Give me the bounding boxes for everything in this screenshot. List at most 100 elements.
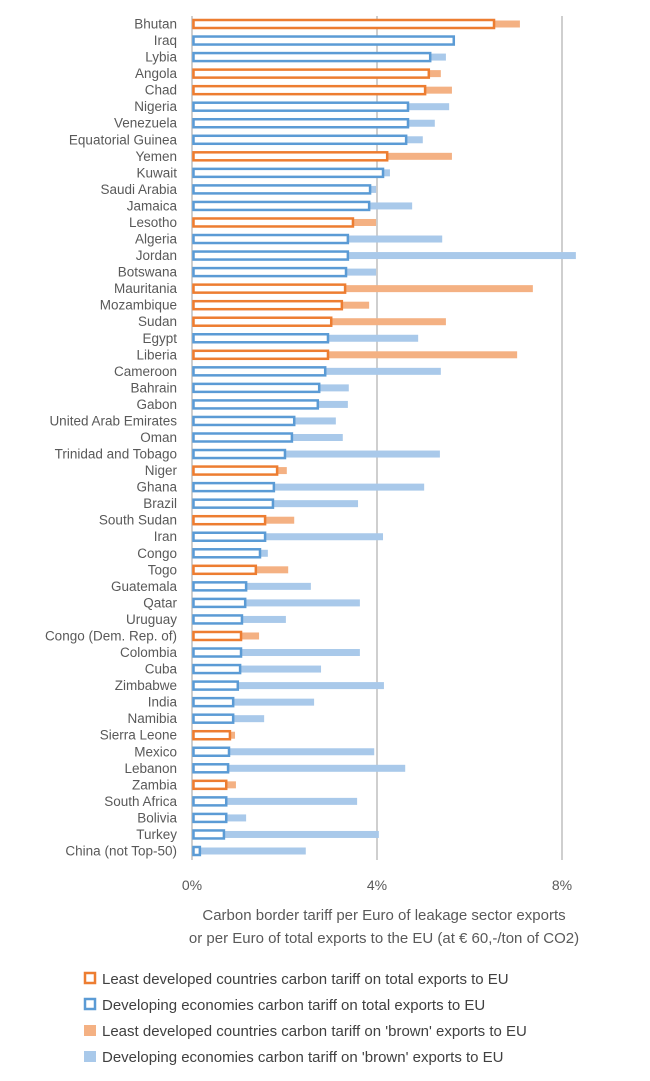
legend-label: Developing economies carbon tariff on 'b… (102, 1049, 504, 1066)
category-label: Congo (Dem. Rep. of) (45, 628, 177, 643)
total-exports-bar (192, 829, 226, 840)
total-exports-bar (192, 299, 344, 311)
category-label: Colombia (120, 645, 178, 660)
category-label: Jamaica (127, 198, 178, 213)
total-exports-bar (192, 399, 320, 410)
total-exports-bar (192, 696, 235, 708)
category-label: Nigeria (134, 99, 177, 114)
category-label: United Arab Emirates (49, 413, 177, 428)
total-exports-bar (192, 448, 287, 460)
brown-exports-bar (192, 351, 518, 359)
total-exports-bar (192, 514, 267, 526)
brown-exports-bar (192, 582, 311, 590)
total-exports-bar (192, 647, 243, 658)
category-label: Cuba (145, 662, 178, 677)
legend-swatch (84, 1051, 96, 1062)
total-exports-bar (192, 35, 456, 46)
legend-swatch (84, 1025, 96, 1036)
category-label: Ghana (136, 480, 177, 495)
bars (192, 18, 576, 857)
total-exports-bar (192, 498, 275, 509)
total-exports-bar (192, 51, 432, 63)
category-label: Saudi Arabia (100, 182, 177, 197)
category-label: Equatorial Guinea (69, 132, 178, 147)
total-exports-bar (192, 481, 276, 493)
total-exports-bar (192, 746, 231, 758)
category-label: Congo (137, 546, 177, 561)
category-label: Liberia (136, 347, 177, 362)
total-exports-bar (192, 250, 350, 261)
total-exports-bar (192, 581, 248, 592)
total-exports-bar (192, 266, 348, 278)
total-exports-bar (192, 597, 247, 609)
category-label: Qatar (143, 595, 177, 610)
total-exports-bar (192, 101, 410, 112)
x-tick-label: 8% (552, 877, 572, 893)
category-label: India (148, 695, 178, 710)
total-exports-bar (192, 167, 385, 179)
category-label: Namibia (127, 711, 177, 726)
total-exports-bar (192, 531, 267, 542)
category-label: Kuwait (136, 165, 177, 180)
total-exports-bar (192, 349, 330, 361)
legend-label: Developing economies carbon tariff on to… (102, 997, 485, 1014)
total-exports-bar (192, 68, 431, 79)
category-label: Oman (140, 430, 177, 445)
category-label: Mexico (134, 744, 177, 759)
total-exports-bar (192, 117, 410, 129)
legend-label: Least developed countries carbon tariff … (102, 971, 509, 988)
total-exports-bar (192, 845, 202, 857)
brown-exports-bar (192, 682, 384, 690)
total-exports-bar (192, 713, 235, 724)
legend-label: Least developed countries carbon tariff … (102, 1023, 527, 1040)
total-exports-bar (192, 796, 228, 807)
brown-exports-bar (192, 797, 358, 805)
x-tick-label: 4% (367, 877, 387, 893)
category-label: Iran (154, 529, 177, 544)
category-label: Niger (145, 463, 178, 478)
category-label: Guatemala (111, 579, 178, 594)
brown-exports-bar (192, 665, 322, 673)
category-label: Bhutan (134, 17, 177, 32)
category-label: Gabon (136, 397, 177, 412)
category-label: Angola (135, 66, 178, 81)
category-label: Algeria (135, 232, 178, 247)
total-exports-bar (192, 432, 294, 443)
total-exports-bar (192, 84, 427, 96)
total-exports-bar (192, 316, 333, 327)
total-exports-bar (192, 564, 258, 576)
category-label: Sudan (138, 314, 177, 329)
category-label: Togo (148, 562, 177, 577)
legend-swatch (83, 997, 97, 1011)
category-label: Sierra Leone (100, 728, 177, 743)
x-tick-labels: 0% 4% 8% (182, 877, 572, 893)
brown-exports-bar (192, 847, 306, 855)
total-exports-bar (192, 548, 262, 559)
category-label: Chad (145, 83, 177, 98)
category-label: Jordan (136, 248, 177, 263)
total-exports-bar (192, 333, 330, 344)
brown-exports-bar (192, 533, 384, 541)
category-label: Mozambique (100, 298, 177, 313)
x-tick-label: 0% (182, 877, 202, 893)
brown-exports-bar (192, 764, 406, 772)
total-exports-bar (192, 134, 408, 146)
total-exports-bar (192, 382, 321, 394)
category-label: Bahrain (130, 380, 177, 395)
category-label: China (not Top-50) (65, 844, 177, 859)
category-label: Brazil (143, 496, 177, 511)
category-label: South Africa (104, 794, 177, 809)
brown-exports-bar (192, 748, 375, 756)
brown-exports-bar (192, 285, 533, 293)
x-axis-title-line2: or per Euro of total exports to the EU (… (189, 930, 579, 947)
legend-swatch (83, 971, 97, 985)
category-label: Turkey (136, 827, 177, 842)
total-exports-bar (192, 200, 371, 212)
total-exports-bar (192, 763, 230, 774)
category-label: Lybia (145, 50, 177, 65)
category-label: Iraq (154, 33, 177, 48)
total-exports-bar (192, 465, 279, 476)
total-exports-bar (192, 366, 327, 377)
